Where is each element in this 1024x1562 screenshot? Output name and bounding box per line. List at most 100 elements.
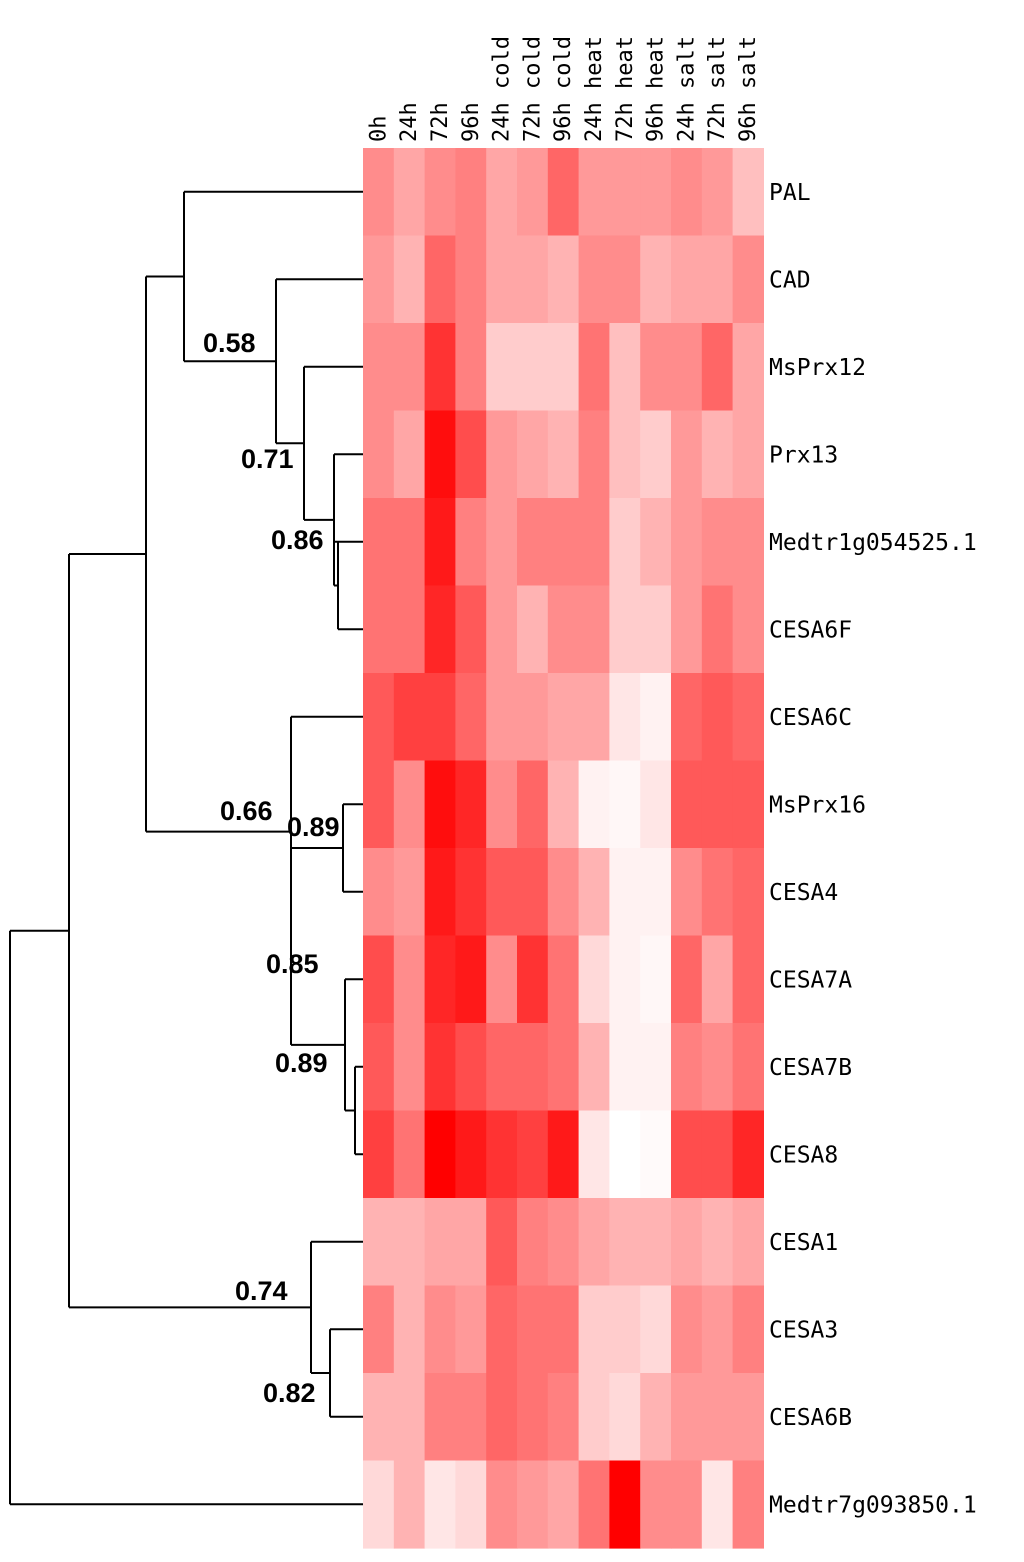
heatmap-cell — [363, 585, 395, 674]
heatmap-cell — [671, 585, 703, 674]
heatmap-cell — [363, 1373, 395, 1462]
heatmap-cell — [455, 848, 487, 937]
heatmap-cell — [517, 585, 549, 674]
row-label: PAL — [769, 180, 811, 206]
heatmap-cell — [363, 1023, 395, 1112]
column-label: 24h heat — [582, 36, 607, 142]
heatmap-cell — [578, 848, 610, 937]
heatmap-cell — [701, 235, 734, 324]
heatmap-cell — [578, 1285, 610, 1374]
heatmap-cell — [732, 1110, 764, 1199]
heatmap-cell — [609, 1198, 641, 1287]
row-label: CESA4 — [769, 880, 838, 906]
heatmap-cell — [547, 760, 580, 849]
heatmap-cell — [455, 673, 487, 762]
heatmap-cell — [547, 1285, 580, 1374]
heatmap-cell — [363, 673, 395, 762]
heatmap-cell — [424, 1460, 456, 1549]
heatmap-cell — [547, 585, 580, 674]
row-label: Prx13 — [769, 442, 838, 468]
heatmap-cell — [486, 323, 518, 412]
heatmap-cell — [393, 1373, 426, 1462]
heatmap-cell — [547, 848, 580, 937]
heatmap-cell — [578, 585, 610, 674]
heatmap-cell — [424, 848, 456, 937]
heatmap-cell — [547, 1460, 580, 1549]
heatmap-cell — [578, 323, 610, 412]
row-label: CESA1 — [769, 1230, 838, 1256]
heatmap-cell — [486, 760, 518, 849]
heatmap-cell — [455, 235, 487, 324]
heatmap-cell — [578, 235, 610, 324]
heatmap-cell — [578, 673, 610, 762]
heatmap-cell — [393, 585, 426, 674]
heatmap-cell — [609, 1023, 641, 1112]
heatmap-cell — [578, 410, 610, 499]
heatmap-cell — [578, 1373, 610, 1462]
heatmap-cell — [363, 498, 395, 587]
heatmap-cell — [517, 410, 549, 499]
heatmap-cell — [393, 1023, 426, 1112]
heatmap-cell — [701, 673, 734, 762]
heatmap-cell — [671, 235, 703, 324]
dendrogram-node-labels: 0.58 0.71 0.86 0.66 0.89 0.85 0.89 0.74 0.82 — [203, 328, 340, 1408]
heatmap-cell — [578, 1198, 610, 1287]
heatmap-cell — [486, 673, 518, 762]
heatmap-cell — [547, 1198, 580, 1287]
heatmap-cell — [640, 323, 672, 412]
heatmap-cell — [732, 673, 764, 762]
heatmap-cell — [609, 148, 641, 237]
heatmap-cell — [486, 1285, 518, 1374]
heatmap-cell — [578, 1110, 610, 1199]
heatmap-cell — [486, 1198, 518, 1287]
heatmap-cell — [424, 585, 456, 674]
heatmap-cell — [732, 1460, 764, 1549]
heatmap-cell — [609, 585, 641, 674]
heatmap-cell — [732, 323, 764, 412]
heatmap-cell — [640, 1285, 672, 1374]
heatmap-cell — [363, 1285, 395, 1374]
row-label: CESA7A — [769, 967, 852, 993]
heatmap-cell — [578, 935, 610, 1024]
heatmap-cell — [701, 1460, 734, 1549]
row-label: Medtr7g093850.1 — [769, 1492, 977, 1518]
row-label: CESA6B — [769, 1405, 852, 1431]
heatmap-cell — [424, 673, 456, 762]
heatmap-cell — [671, 1373, 703, 1462]
heatmap-cell — [517, 1110, 549, 1199]
heatmap-cell — [547, 148, 580, 237]
heatmap-cell — [455, 323, 487, 412]
heatmap-cell — [640, 1110, 672, 1199]
heatmap-cell — [393, 673, 426, 762]
heatmap-cell — [640, 498, 672, 587]
column-label: 24h — [397, 102, 422, 142]
heatmap-cell — [424, 1373, 456, 1462]
heatmap-cell — [732, 1198, 764, 1287]
node-support-label: 0.66 — [220, 796, 273, 826]
row-label: MsPrx12 — [769, 355, 866, 381]
heatmap-cell — [424, 410, 456, 499]
heatmap-cell — [455, 148, 487, 237]
heatmap-cell — [671, 935, 703, 1024]
heatmap-cell — [732, 1023, 764, 1112]
node-support-label: 0.58 — [203, 328, 256, 358]
node-support-label: 0.71 — [241, 444, 294, 474]
column-label: 96h salt — [736, 36, 761, 142]
heatmap-cell — [732, 760, 764, 849]
heatmap-cell — [455, 1460, 487, 1549]
heatmap-cell — [640, 148, 672, 237]
heatmap-cell — [578, 148, 610, 237]
heatmap-cell — [486, 935, 518, 1024]
heatmap-cell — [640, 585, 672, 674]
heatmap-cell — [517, 760, 549, 849]
heatmap-cell — [701, 1285, 734, 1374]
heatmap-cell — [609, 235, 641, 324]
heatmap-cell — [486, 1373, 518, 1462]
heatmap-cell — [424, 1110, 456, 1199]
heatmap-cell — [701, 323, 734, 412]
heatmap-cell — [393, 760, 426, 849]
dendrogram — [9, 190, 363, 1506]
heatmap-cell — [671, 410, 703, 499]
heatmap-cell — [701, 1023, 734, 1112]
